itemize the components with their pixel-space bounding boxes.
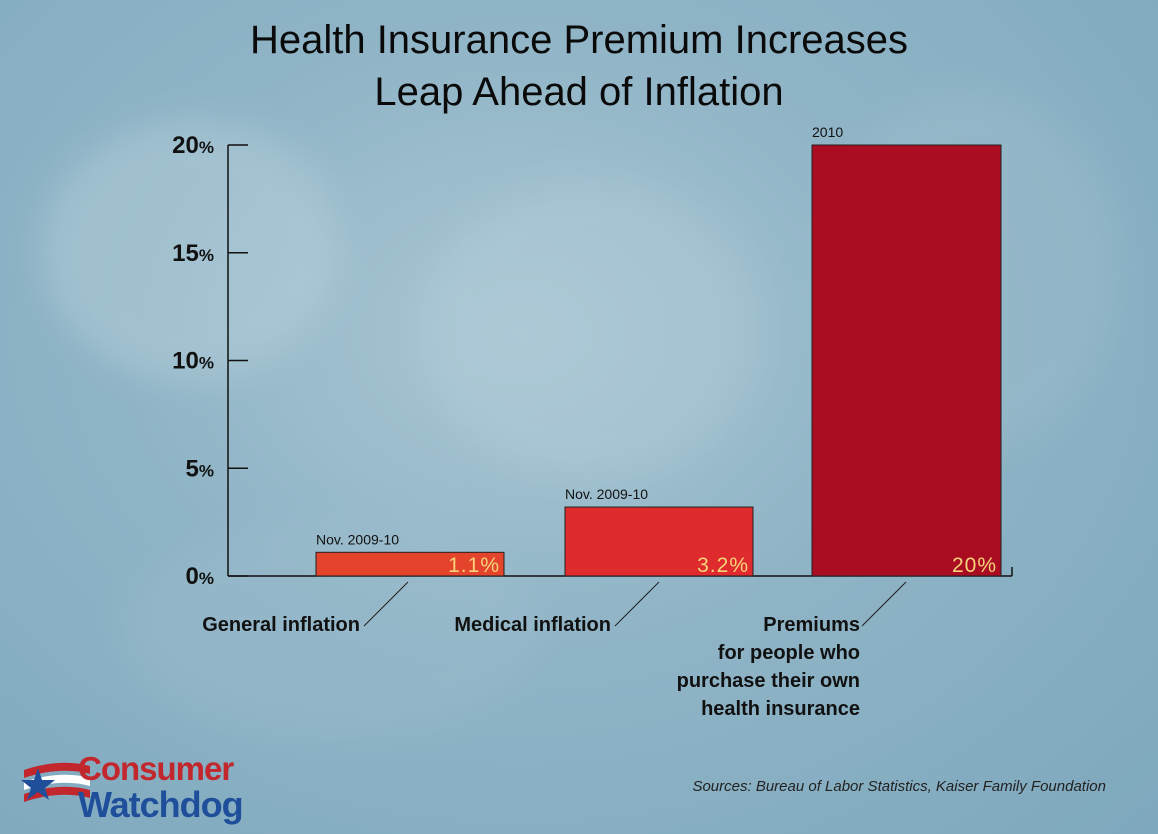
bar xyxy=(811,144,1002,577)
bar xyxy=(564,506,754,577)
y-tick-label: 0% xyxy=(186,563,214,590)
data-label: 1.1% xyxy=(448,554,500,577)
background-shape xyxy=(40,120,340,380)
y-tick-label: 5% xyxy=(186,455,214,482)
leader-line xyxy=(614,581,660,627)
chart-title: Health Insurance Premium Increases Leap … xyxy=(0,14,1158,118)
x-category-label-line: Medical inflation xyxy=(454,614,611,636)
flag-star-icon xyxy=(21,762,90,802)
x-category-label-line: General inflation xyxy=(202,614,360,636)
logo-text-consumer: Consumer xyxy=(78,750,234,787)
background-shape xyxy=(420,180,760,480)
x-category-label: Medical inflation xyxy=(454,611,611,639)
y-tick-label: 15% xyxy=(172,240,214,267)
x-category-label-line: Premiums xyxy=(763,614,860,636)
y-tick-label: 20% xyxy=(172,132,214,159)
period-label: Nov. 2009-10 xyxy=(316,531,399,547)
x-category-label-line: health insurance xyxy=(701,698,860,720)
source-note: Sources: Bureau of Labor Statistics, Kai… xyxy=(692,778,1106,795)
y-tick-label: 10% xyxy=(172,348,214,375)
bar xyxy=(315,551,505,577)
x-category-label: Premiums for people who purchase their own… xyxy=(677,611,860,723)
data-label: 20% xyxy=(952,554,997,577)
chart-title-line2: Leap Ahead of Inflation xyxy=(374,70,784,114)
data-label: 3.2% xyxy=(697,554,749,577)
consumer-watchdog-logo: Consumer Watchdog xyxy=(20,750,280,825)
x-category-label-line: purchase their own xyxy=(676,670,860,692)
leader-line xyxy=(363,581,409,627)
chart-title-line1: Health Insurance Premium Increases xyxy=(249,18,909,62)
x-category-label-line: for people who xyxy=(717,642,860,664)
x-category-label: General inflation xyxy=(202,611,360,639)
period-label: 2010 xyxy=(812,124,843,140)
leader-line xyxy=(861,581,907,627)
period-label: Nov. 2009-10 xyxy=(565,486,648,502)
logo-text-watchdog: Watchdog xyxy=(78,784,244,825)
